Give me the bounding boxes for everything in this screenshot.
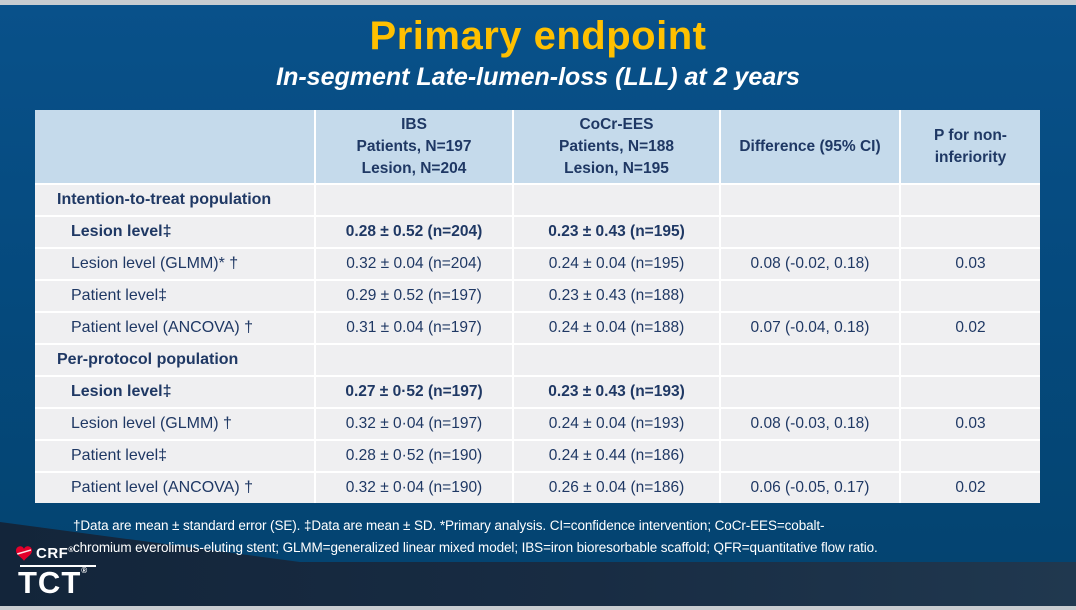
table-cell: 0.31 ± 0.04 (n=197)	[316, 313, 512, 343]
header-cell-cocr-ees: CoCr-EES Patients, N=188 Lesion, N=195	[514, 110, 719, 183]
table-cell	[901, 377, 1040, 407]
table-cell	[901, 441, 1040, 471]
table-cell: 0.32 ± 0·04 (n=197)	[316, 409, 512, 439]
table-cell	[901, 345, 1040, 375]
table-cell	[721, 185, 899, 215]
header-cell-empty	[35, 110, 314, 183]
registered-mark: ®	[68, 547, 74, 554]
table-cell: 0.26 ± 0.04 (n=186)	[514, 473, 719, 503]
header-cell-p-noninferiority: P for non- inferiority	[901, 110, 1040, 183]
table-cell: 0.03	[901, 409, 1040, 439]
table-cell: 0.08 (-0.02, 0.18)	[721, 249, 899, 279]
row-label: Lesion level‡	[35, 217, 314, 247]
row-label: Patient level‡	[35, 281, 314, 311]
table-cell: 0.02	[901, 313, 1040, 343]
table-cell	[721, 217, 899, 247]
table-cell: 0.27 ± 0·52 (n=197)	[316, 377, 512, 407]
table-cell: 0.23 ± 0.43 (n=188)	[514, 281, 719, 311]
crf-logo-text: CRF®	[36, 545, 74, 562]
table-cell: 0.24 ± 0.04 (n=188)	[514, 313, 719, 343]
row-label: Patient level‡	[35, 441, 314, 471]
table-cell: 0.24 ± 0.04 (n=193)	[514, 409, 719, 439]
table-cell: 0.02	[901, 473, 1040, 503]
tct-logo-text: TCT®	[18, 565, 89, 600]
row-label: Per-protocol population	[35, 345, 314, 375]
row-label: Lesion level (GLMM)* †	[35, 249, 314, 279]
page-title: Primary endpoint	[369, 14, 707, 58]
table-cell: 0.07 (-0.04, 0.18)	[721, 313, 899, 343]
table-cell	[316, 185, 512, 215]
row-label: Lesion level (GLMM) †	[35, 409, 314, 439]
crf-tct-logo: CRF® TCT®	[16, 545, 116, 598]
table-cell: 0.28 ± 0·52 (n=190)	[316, 441, 512, 471]
results-table: IBS Patients, N=197 Lesion, N=204 CoCr-E…	[35, 110, 1040, 503]
registered-mark: ®	[81, 566, 89, 575]
slide-background: Primary endpoint In-segment Late-lumen-l…	[0, 5, 1076, 606]
row-label: Patient level (ANCOVA) †	[35, 313, 314, 343]
table-cell	[721, 377, 899, 407]
row-label: Patient level (ANCOVA) †	[35, 473, 314, 503]
table-cell: 0.23 ± 0.43 (n=195)	[514, 217, 719, 247]
table-cell	[901, 185, 1040, 215]
table-cell	[721, 441, 899, 471]
table-cell	[901, 281, 1040, 311]
table-cell: 0.32 ± 0.04 (n=204)	[316, 249, 512, 279]
table-cell	[514, 345, 719, 375]
table-cell	[901, 217, 1040, 247]
top-gray-strip	[0, 0, 1076, 5]
table-cell: 0.24 ± 0.44 (n=186)	[514, 441, 719, 471]
page-subtitle: In-segment Late-lumen-loss (LLL) at 2 ye…	[276, 63, 800, 91]
footnote-text: †Data are mean ± standard error (SE). ‡D…	[73, 518, 878, 555]
row-label: Lesion level‡	[35, 377, 314, 407]
bottom-gray-strip	[0, 606, 1076, 610]
header-cell-difference: Difference (95% CI)	[721, 110, 899, 183]
row-label: Intention-to-treat population	[35, 185, 314, 215]
logo-divider	[20, 565, 96, 567]
heart-icon	[16, 546, 32, 561]
table-cell: 0.29 ± 0.52 (n=197)	[316, 281, 512, 311]
table-cell: 0.32 ± 0·04 (n=190)	[316, 473, 512, 503]
table-cell	[316, 345, 512, 375]
table-cell: 0.23 ± 0.43 (n=193)	[514, 377, 719, 407]
table-cell: 0.08 (-0.03, 0.18)	[721, 409, 899, 439]
table-cell: 0.24 ± 0.04 (n=195)	[514, 249, 719, 279]
header-cell-ibs: IBS Patients, N=197 Lesion, N=204	[316, 110, 512, 183]
table-cell	[721, 345, 899, 375]
table-cell	[514, 185, 719, 215]
table-cell: 0.03	[901, 249, 1040, 279]
table-cell	[721, 281, 899, 311]
table-cell: 0.06 (-0.05, 0.17)	[721, 473, 899, 503]
table-cell: 0.28 ± 0.52 (n=204)	[316, 217, 512, 247]
